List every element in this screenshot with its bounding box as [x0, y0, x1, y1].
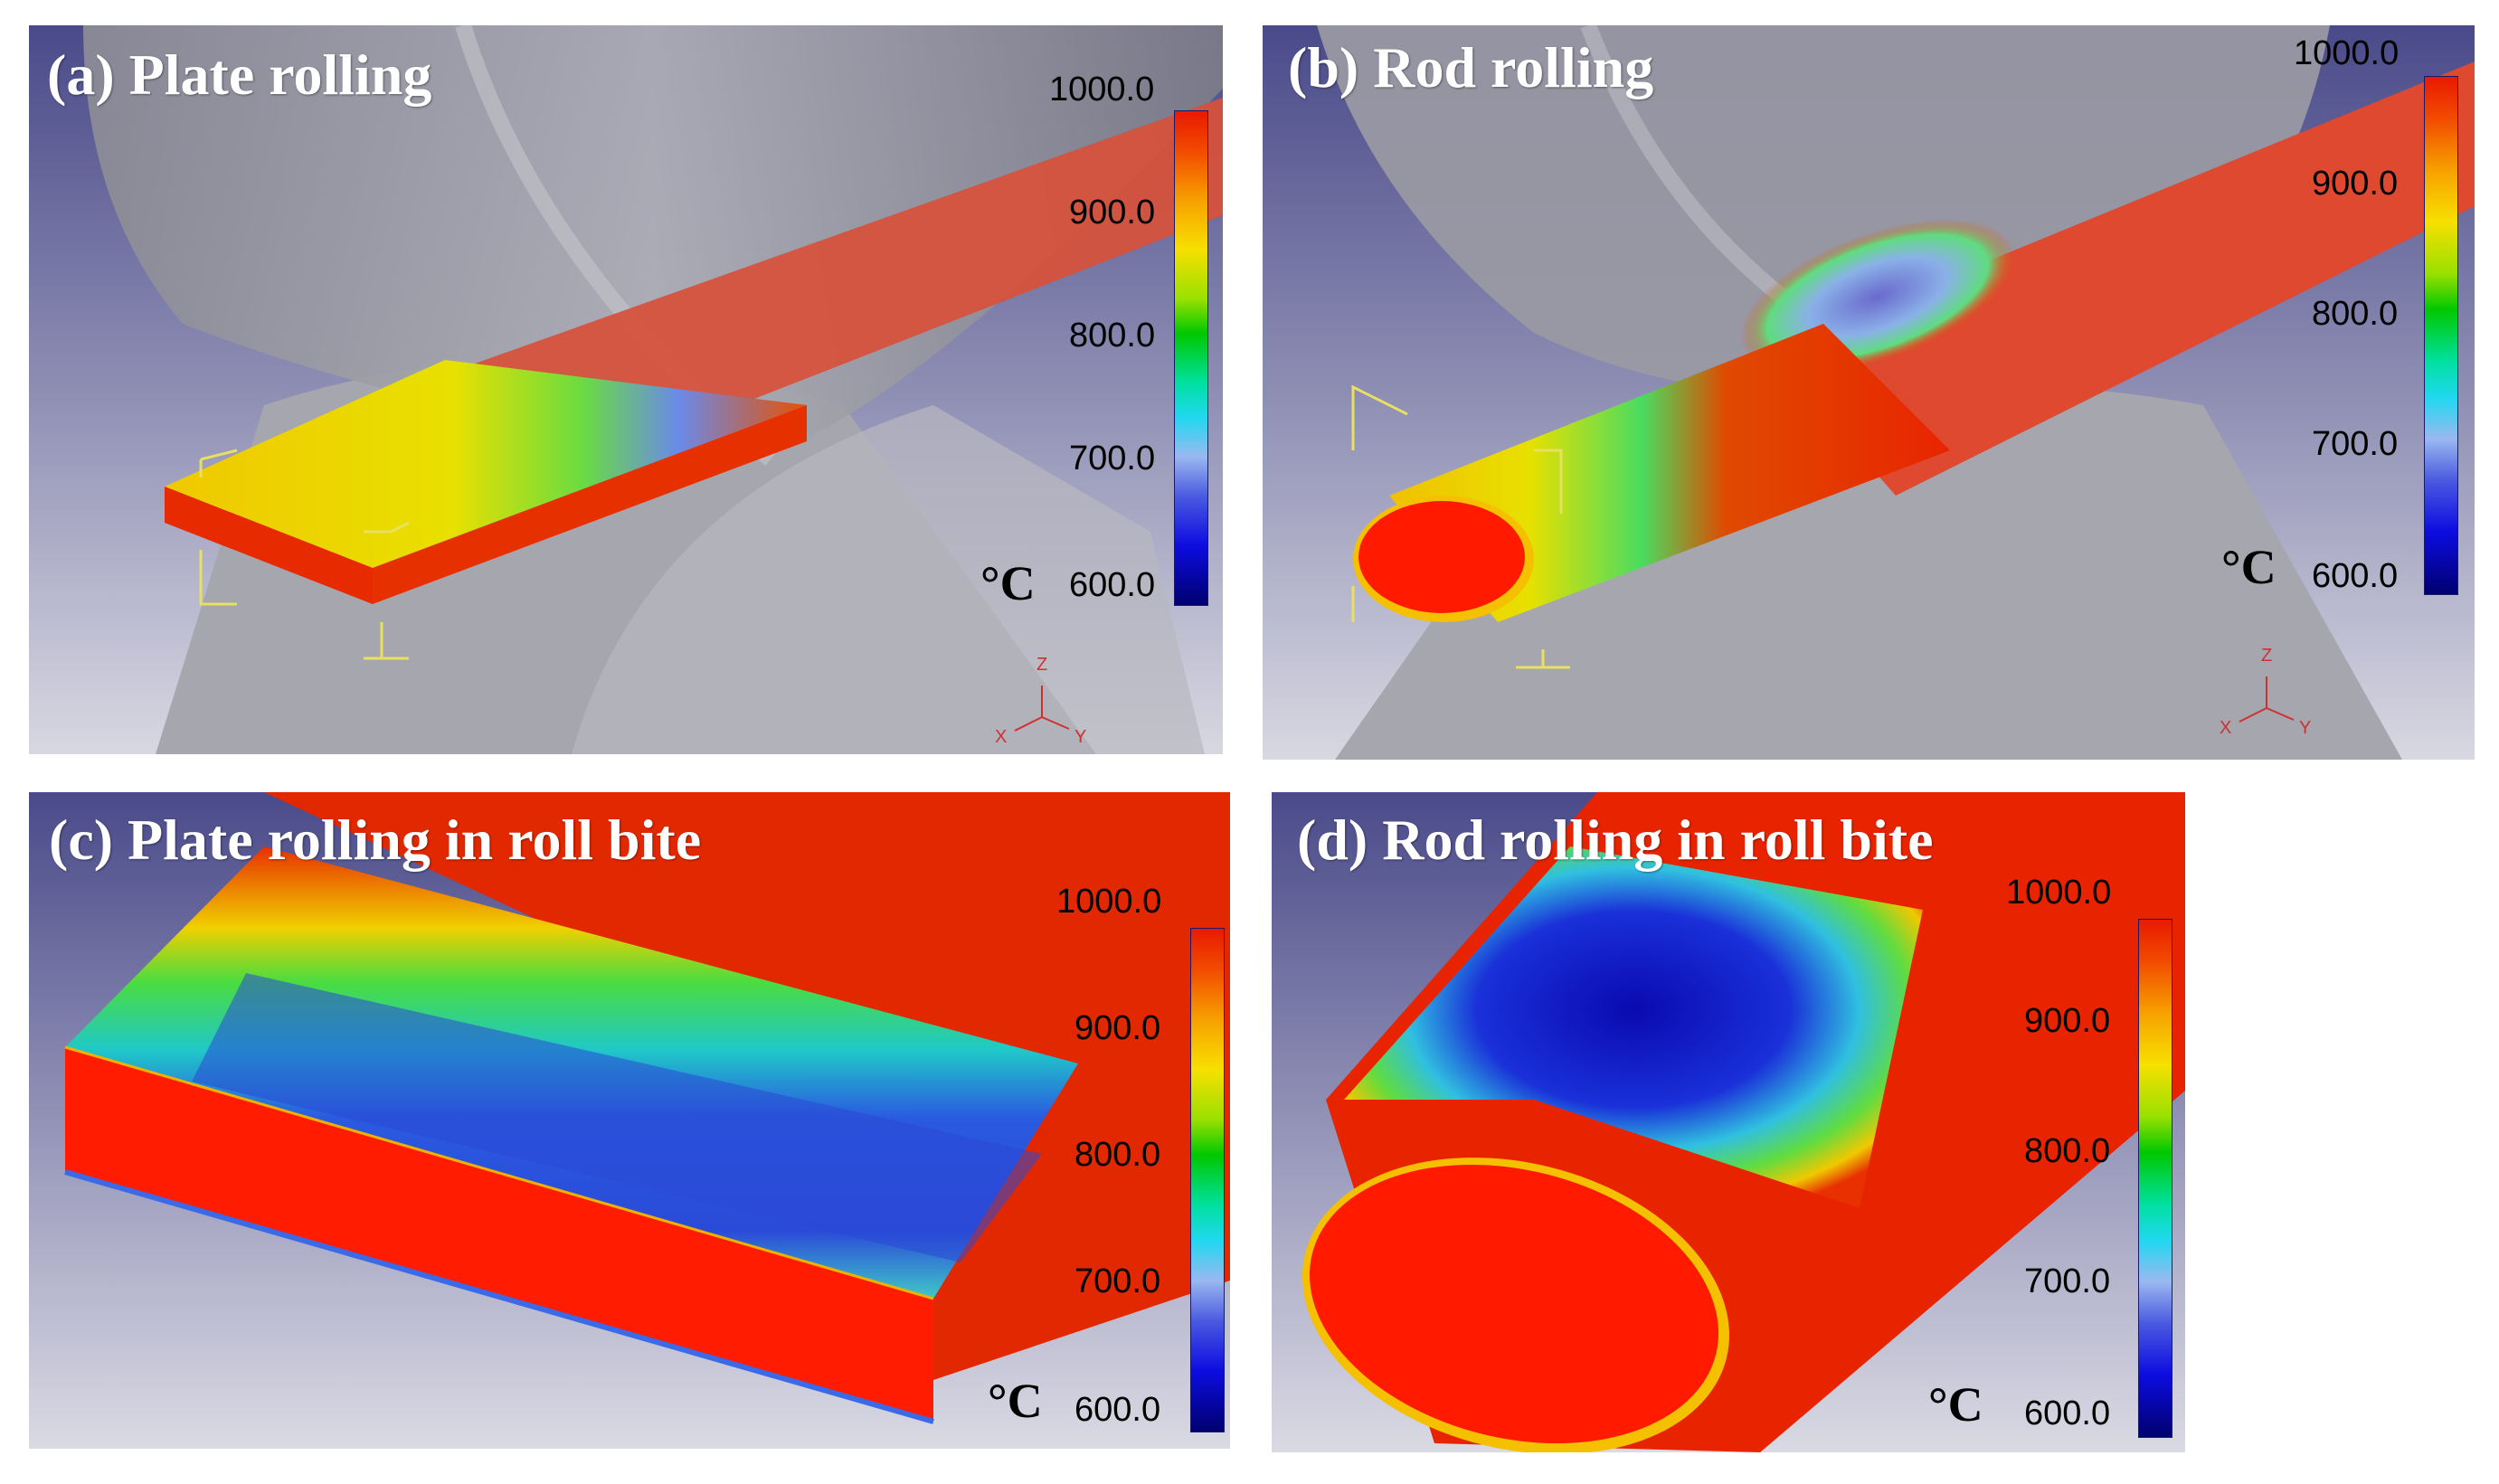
- tick-label: 600.0: [1069, 566, 1156, 604]
- unit-label: °C: [2221, 540, 2277, 594]
- axis-triad-icon: [1014, 685, 1070, 732]
- tick-label: 600.0: [1074, 1391, 1161, 1429]
- tick-label: 800.0: [2024, 1132, 2111, 1170]
- panel-title: (a) Plate rolling: [47, 43, 432, 107]
- tick-label: 1000.0: [1049, 71, 1155, 109]
- bounding-box-marks: [1351, 384, 1570, 669]
- axis-triad: Z X Y: [988, 649, 1096, 749]
- tick-label: 900.0: [2312, 165, 2399, 203]
- tick-label: 900.0: [1069, 194, 1156, 232]
- unit-label: °C: [988, 1374, 1043, 1428]
- axis-z-label: Z: [2261, 646, 2273, 666]
- plate-front-face: [373, 405, 807, 604]
- tick-label: 700.0: [2024, 1262, 2111, 1300]
- upper-roll: [83, 25, 1223, 460]
- colorbar: [1174, 110, 1208, 606]
- tick-label: 700.0: [1069, 440, 1156, 477]
- rod-end-face: [1358, 501, 1525, 613]
- tick-label: 600.0: [2024, 1394, 2111, 1432]
- tick-label: 900.0: [1074, 1009, 1161, 1047]
- tick-label: 600.0: [2312, 557, 2399, 595]
- rod-rolling-scene: [1263, 25, 2475, 760]
- rod-end-face: [1309, 1164, 1719, 1444]
- plate-front-face: [65, 1047, 933, 1422]
- colorbar: [2424, 76, 2458, 595]
- rod-roll-bite-scene: [1272, 792, 2185, 1452]
- plate-side-face: [165, 487, 373, 604]
- panel-d-rod-roll-bite: (d) Rod rolling in roll bite 1000.0 900.…: [1272, 792, 2185, 1452]
- axis-triad: Z X Y: [2212, 640, 2321, 740]
- panel-b-rod-rolling: (b) Rod rolling 1000.0 900.0 800.0 700.0…: [1263, 25, 2475, 760]
- rod-hot-section: [1769, 61, 2475, 496]
- panel-title: (b) Rod rolling: [1288, 35, 1654, 99]
- panel-title: (c) Plate rolling in roll bite: [49, 808, 702, 872]
- panel-c-plate-roll-bite: (c) Plate rolling in roll bite 1000.0 90…: [29, 792, 1230, 1449]
- cold-spot: [1344, 846, 1923, 1208]
- axis-triad-icon: [2239, 676, 2295, 723]
- tick-label: 1000.0: [2006, 874, 2112, 912]
- tick-label: 800.0: [1069, 317, 1156, 354]
- axis-x-label: X: [2220, 718, 2232, 738]
- tick-label: 700.0: [2312, 425, 2399, 463]
- unit-label: °C: [1928, 1377, 1983, 1432]
- tick-label: 1000.0: [1056, 883, 1162, 921]
- plate-top-surface: [165, 360, 807, 568]
- panel-a-plate-rolling: (a) Plate rolling 1000.0 900.0 800.0 700…: [29, 25, 1223, 754]
- panel-title: (d) Rod rolling in roll bite: [1297, 808, 1934, 872]
- axis-y-label: Y: [2299, 718, 2312, 738]
- axis-x-label: X: [995, 727, 1008, 747]
- plate-rolling-scene: [29, 25, 1223, 754]
- plate-roll-bite-scene: [29, 792, 1230, 1449]
- bounding-box-marks: [199, 449, 410, 660]
- tick-label: 800.0: [1074, 1136, 1161, 1174]
- colorbar: [1190, 928, 1225, 1432]
- cold-core: [192, 973, 1042, 1262]
- axis-z-label: Z: [1037, 655, 1048, 675]
- tick-label: 1000.0: [2294, 34, 2400, 72]
- unit-label: °C: [980, 556, 1036, 610]
- colorbar: [2138, 919, 2172, 1438]
- tick-label: 700.0: [1074, 1262, 1161, 1300]
- axis-y-label: Y: [1074, 727, 1087, 747]
- tick-label: 800.0: [2312, 295, 2399, 333]
- tick-label: 900.0: [2024, 1002, 2111, 1040]
